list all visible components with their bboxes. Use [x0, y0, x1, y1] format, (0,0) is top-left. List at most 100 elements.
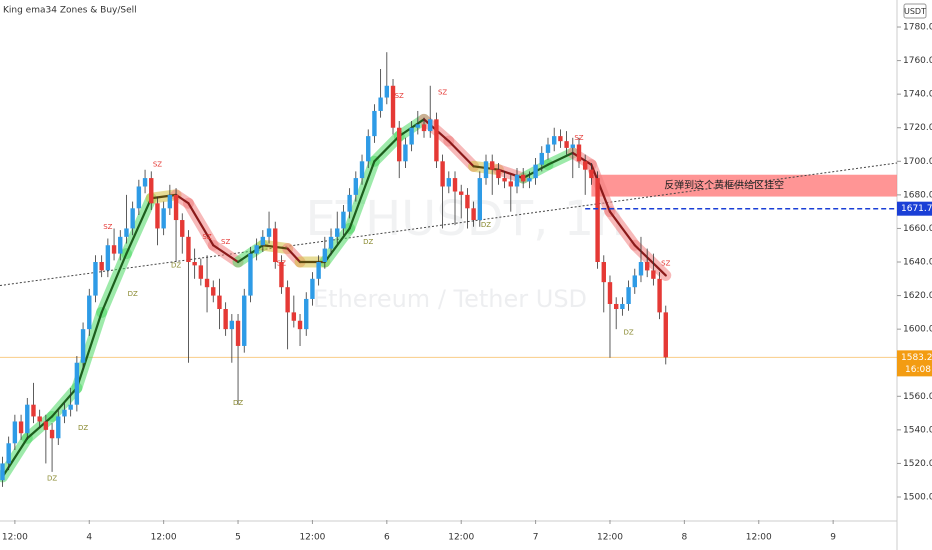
candle-body [644, 262, 650, 271]
candle-body [124, 228, 129, 237]
candle-body [291, 312, 297, 321]
candle-body [570, 144, 575, 148]
x-tick-label: 12:00 [448, 533, 474, 543]
zone-label: 反弹到这个黄框供给区挂空 [664, 179, 784, 192]
signal-label: SZ [202, 233, 211, 241]
candle-body [223, 309, 228, 330]
candle-body [446, 178, 452, 187]
currency-box[interactable] [903, 3, 927, 19]
ema-line [373, 135, 401, 163]
candle-body [421, 124, 427, 132]
candle-body [93, 262, 98, 296]
candle-body [335, 228, 340, 237]
candle-body [471, 208, 476, 221]
candle-body [235, 320, 241, 346]
price-line-label: 1671.77 [901, 204, 932, 214]
x-tick-label: 12:00 [746, 533, 772, 543]
candle-body [18, 421, 24, 434]
candle-body [279, 262, 284, 288]
candle-body [663, 312, 668, 358]
signal-label: SZ [153, 161, 162, 169]
candle-body [341, 211, 346, 229]
candle-body [589, 169, 594, 179]
candle-body [545, 144, 551, 153]
signal-label: SZ [574, 134, 583, 142]
candle-body [620, 303, 625, 310]
last-price-label: 1583.20 [901, 353, 932, 363]
signal-label: SZ [277, 260, 286, 268]
candle-body [198, 265, 204, 279]
candle-body [310, 278, 315, 299]
candle-body [68, 404, 73, 410]
candle-body [99, 262, 104, 271]
y-tick-label: 1620.00 [903, 291, 932, 301]
supply-zone [591, 174, 897, 197]
signal-label: DZ [47, 475, 57, 483]
signal-label: SZ [103, 223, 112, 231]
x-tick-label: 9 [830, 533, 836, 543]
candle-body [328, 236, 334, 249]
candle-body [434, 119, 439, 162]
ema-line [212, 244, 240, 264]
candle-body [626, 287, 631, 304]
candle-body [397, 127, 402, 162]
candle-body [384, 85, 390, 98]
candle-body [415, 124, 421, 128]
candle-body [74, 362, 80, 405]
signal-label: DZ [78, 424, 88, 432]
candle-body [657, 278, 662, 313]
candle-body [62, 409, 67, 417]
ema-line [1, 437, 29, 478]
signal-label: SZ [438, 88, 447, 96]
candle-body [316, 262, 321, 279]
candle-body [601, 262, 606, 283]
ema-line [286, 247, 302, 264]
countdown-label: 16:08 [905, 365, 931, 375]
candle-body [483, 161, 489, 179]
ema-line [75, 311, 103, 390]
candle-body [595, 178, 600, 263]
ema-line [447, 140, 475, 168]
x-tick-label: 5 [235, 533, 241, 543]
y-tick-label: 1560.00 [903, 392, 932, 402]
candle-body [638, 262, 644, 276]
candle-body [490, 161, 495, 170]
signal-label: SZ [395, 92, 404, 100]
y-tick-label: 1500.00 [903, 493, 932, 503]
last-price-tag [897, 350, 932, 377]
ema-line [571, 151, 593, 166]
candle-body [403, 144, 408, 162]
signal-label: DZ [128, 290, 138, 298]
ema-line [608, 210, 636, 247]
candle-body [217, 295, 222, 310]
y-tick-label: 1700.00 [903, 157, 932, 167]
ema-line [100, 252, 128, 314]
candle-body [0, 463, 5, 481]
plot-area: 反弹到这个黄框供给区挂空 SZ SZ SZ SZ SZ SZ SZ SZ SZ DZ DZ DZ DZ DZ… [0, 52, 898, 487]
candle-body [273, 228, 278, 263]
candle-body [6, 443, 11, 464]
candle-body [248, 253, 253, 296]
ema-line [125, 197, 153, 255]
x-tick-label: 6 [384, 533, 390, 543]
indicator-title: King ema34 Zones & Buy/Sell [3, 6, 137, 16]
x-tick-label: 8 [682, 533, 688, 543]
candle-body [49, 429, 55, 439]
candle-body [142, 178, 148, 187]
ema-line [633, 244, 667, 277]
candle-body [502, 178, 507, 182]
candle-body [211, 287, 216, 296]
candle-body [372, 110, 377, 137]
candle-body [297, 320, 303, 330]
candle-body [632, 275, 637, 288]
candle-body [551, 136, 557, 145]
ema-line [546, 151, 574, 166]
candle-body [533, 164, 538, 179]
candle-body [558, 136, 563, 142]
signal-label: SZ [221, 238, 230, 246]
x-tick-label: 12:00 [151, 533, 177, 543]
candle-body [304, 298, 309, 330]
candle-body [167, 194, 173, 209]
